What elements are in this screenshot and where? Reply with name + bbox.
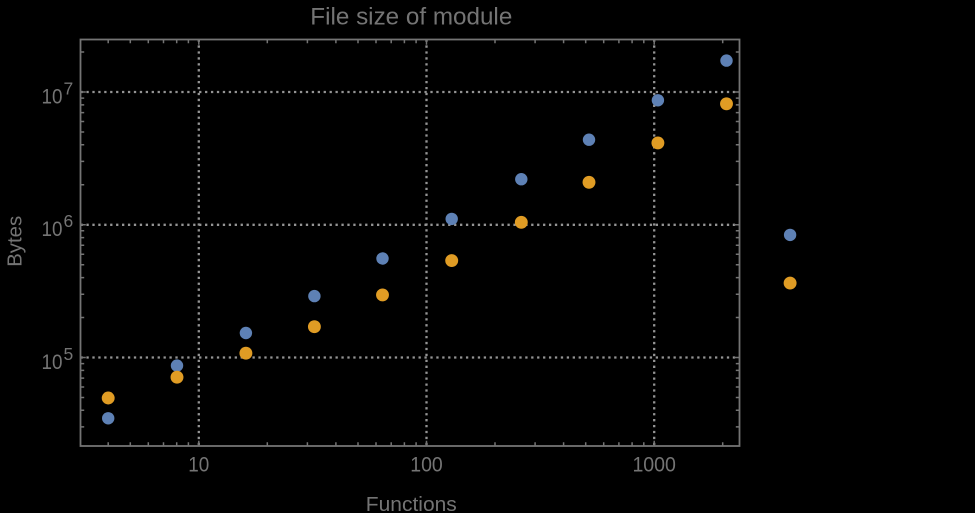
svg-text:7: 7 xyxy=(64,78,74,98)
svg-text:Functions: Functions xyxy=(366,494,457,513)
svg-text:5: 5 xyxy=(64,344,74,364)
svg-text:100: 100 xyxy=(410,452,443,476)
svg-text:10: 10 xyxy=(42,84,63,108)
svg-text:1000: 1000 xyxy=(632,452,676,476)
svg-text:6: 6 xyxy=(64,211,74,231)
svg-text:10: 10 xyxy=(42,217,63,241)
svg-text:10: 10 xyxy=(42,350,63,374)
svg-text:File size of module: File size of module xyxy=(310,4,512,31)
svg-text:10: 10 xyxy=(188,452,209,476)
svg-text:Bytes: Bytes xyxy=(4,216,26,267)
